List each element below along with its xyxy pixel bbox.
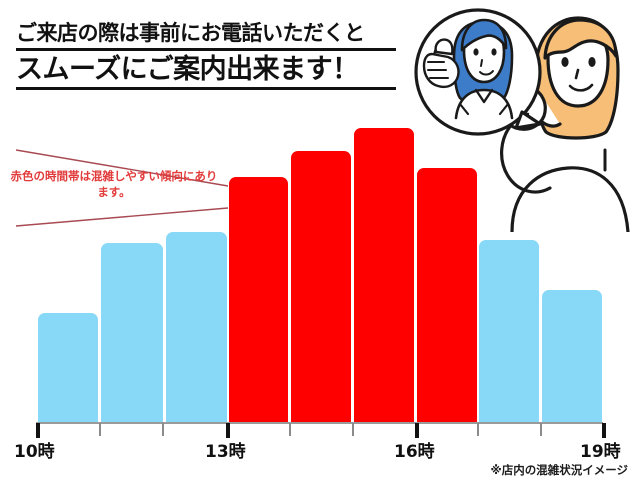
tick-19 — [602, 423, 606, 438]
x-axis-label-13: 13時 — [205, 442, 246, 462]
headline-block: ご来店の際は事前にお電話いただくと スムーズにご案内出来ます！ — [16, 21, 396, 91]
tick-14 — [289, 423, 291, 436]
bar-17 — [479, 240, 539, 422]
headline-divider-bottom — [16, 87, 396, 91]
bar-18 — [542, 290, 602, 422]
x-axis-label-16: 16時 — [394, 442, 435, 462]
tick-15 — [352, 423, 354, 436]
headline-line-2: スムーズにご案内出来ます！ — [16, 54, 359, 86]
tick-12 — [162, 423, 164, 436]
tick-13 — [226, 423, 230, 438]
tick-18 — [540, 423, 542, 436]
annotation-pointer-lines — [15, 149, 229, 227]
tick-17 — [477, 423, 479, 436]
headline-line-1: ご来店の際は事前にお電話いただくと — [16, 21, 365, 45]
busy-hours-annotation: 赤色の時間帯は混雑しやすい傾向にあります。 — [10, 169, 218, 200]
x-axis-label-10: 10時 — [14, 442, 55, 462]
x-axis-label-19: 19時 — [580, 442, 621, 462]
bar-16 — [417, 168, 477, 422]
x-axis-line — [36, 422, 603, 424]
tick-16 — [415, 423, 419, 438]
bar-15 — [354, 128, 414, 422]
tick-10 — [36, 423, 40, 438]
tick-11 — [99, 423, 101, 436]
bar-10 — [38, 313, 98, 422]
phone-call-illustration — [414, 8, 630, 232]
bar-13 — [229, 177, 288, 422]
bar-11 — [101, 243, 163, 422]
chart-footnote: ※店内の混雑状況イメージ — [490, 463, 628, 477]
bar-12 — [166, 232, 227, 422]
headline-divider-top — [16, 48, 396, 52]
bar-14 — [291, 151, 351, 422]
